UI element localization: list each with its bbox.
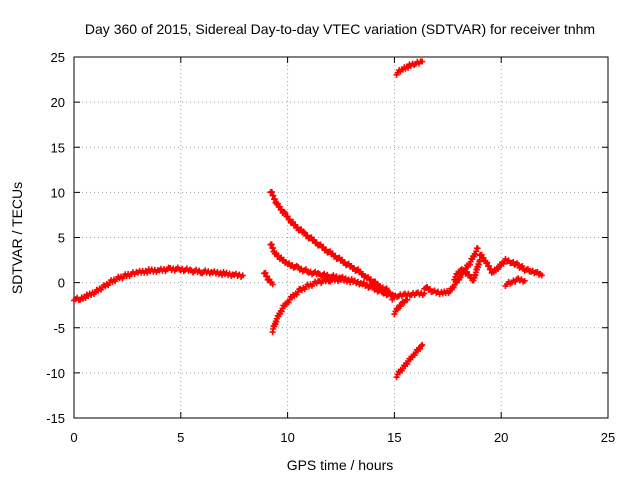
data-point [285, 299, 292, 306]
chart-title: Day 360 of 2015, Sidereal Day-to-day VTE… [85, 21, 595, 37]
data-point [404, 361, 411, 368]
grid-lines [74, 57, 608, 418]
y-tick-label--10: -10 [46, 366, 65, 381]
x-tick-label-0: 0 [70, 430, 77, 445]
series-arc-main-early [71, 264, 246, 304]
series-arc-late-19-22h [476, 251, 545, 279]
y-tick-label-0: 0 [58, 276, 65, 291]
data-point [419, 58, 426, 65]
data-point [453, 279, 460, 286]
data-point [538, 272, 545, 279]
data-point [480, 254, 487, 261]
y-axis-label: SDTVAR / TECUs [9, 182, 25, 294]
series-arc-short-9h [261, 269, 276, 288]
y-tick-label--15: -15 [46, 411, 65, 426]
series-arc-late-16-19h [421, 245, 481, 298]
data-point [144, 269, 151, 276]
data-point [450, 284, 457, 291]
x-tick-label-20: 20 [494, 430, 508, 445]
data-point [284, 213, 291, 220]
data-point [521, 277, 528, 284]
series-arc-bottom-15h [393, 341, 426, 381]
y-tick-label--5: -5 [53, 321, 65, 336]
y-tick-label-15: 15 [51, 140, 65, 155]
axis-ticks [73, 56, 609, 419]
series-arc-late-18-19h [451, 257, 483, 284]
data-point [393, 374, 400, 381]
series-arc-rising-from-minus5 [269, 275, 398, 336]
data-point [239, 272, 246, 279]
series-arc-flat-15h [389, 289, 428, 303]
data-point [417, 345, 424, 352]
x-tick-label-15: 15 [387, 430, 401, 445]
data-point [282, 210, 289, 217]
y-tick-labels: -15 -10 -5 0 5 10 15 20 25 [46, 50, 65, 426]
y-tick-label-10: 10 [51, 185, 65, 200]
x-tick-label-5: 5 [177, 430, 184, 445]
data-point [485, 262, 492, 269]
data-point [218, 272, 225, 279]
data-point [478, 251, 485, 258]
data-point [278, 308, 285, 315]
x-tick-labels: 0 5 10 15 20 25 [70, 430, 615, 445]
y-tick-label-20: 20 [51, 95, 65, 110]
data-points [71, 58, 545, 381]
data-point [300, 228, 307, 235]
data-point [419, 341, 426, 348]
data-point [474, 245, 481, 252]
y-tick-label-25: 25 [51, 50, 65, 65]
data-point [269, 281, 276, 288]
data-point [286, 216, 293, 223]
x-axis-label: GPS time / hours [287, 457, 394, 473]
data-point [484, 259, 491, 266]
series-arc-top-15h [393, 58, 426, 78]
data-point [451, 276, 458, 283]
series-arc-descending-from-10 [267, 188, 391, 294]
y-tick-label-5: 5 [58, 231, 65, 246]
x-tick-label-10: 10 [280, 430, 294, 445]
data-point [404, 296, 411, 303]
x-tick-label-25: 25 [601, 430, 615, 445]
series-arc-late-20-21h [502, 275, 528, 290]
series-arc-short-15h-low [391, 296, 411, 318]
